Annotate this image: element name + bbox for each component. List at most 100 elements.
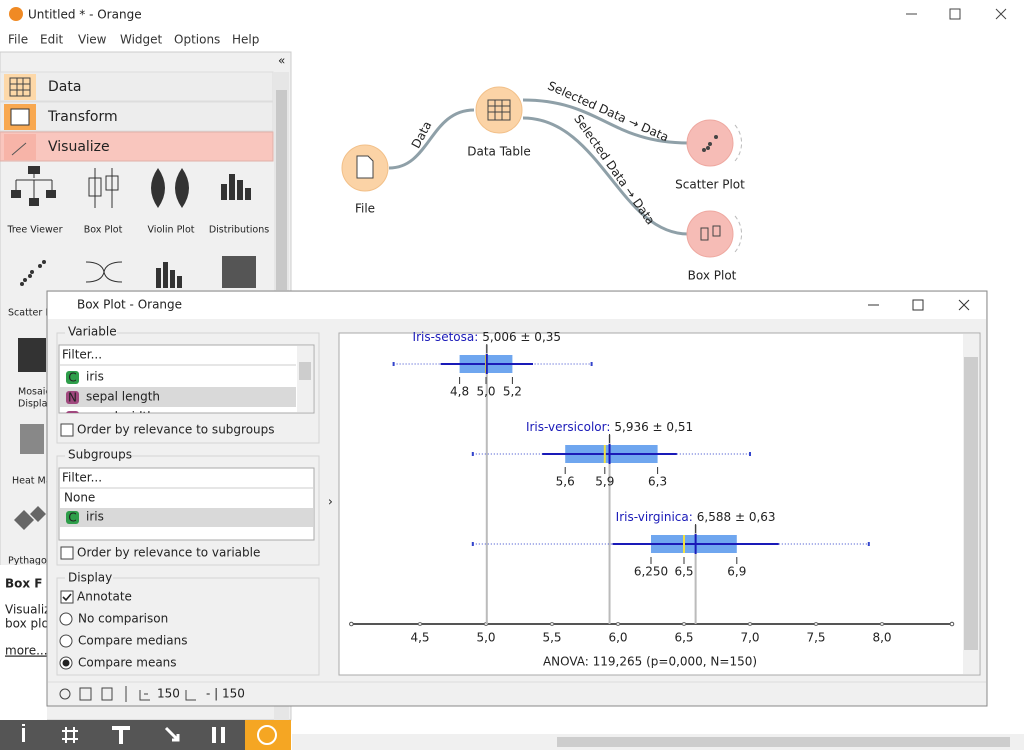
widget-label[interactable]: Mosaic bbox=[18, 387, 51, 398]
plot-area bbox=[338, 332, 981, 676]
box-tick-label: 5,9 bbox=[595, 475, 614, 489]
category-label[interactable]: Visualize bbox=[48, 139, 110, 155]
help-link[interactable]: more... bbox=[5, 644, 48, 658]
widget-label[interactable]: Scatter P bbox=[8, 308, 51, 319]
var-icon-letter: N bbox=[68, 391, 77, 405]
group-stat: 5,006 ± 0,35 bbox=[482, 330, 561, 344]
dialog-title: Box Plot - Orange bbox=[77, 298, 182, 312]
checkbox[interactable] bbox=[60, 423, 74, 437]
collapse-button[interactable]: « bbox=[278, 54, 285, 68]
group-title: Subgroups bbox=[68, 448, 132, 462]
scroll-thumb[interactable] bbox=[276, 90, 287, 290]
help-area bbox=[0, 565, 47, 720]
filter-placeholder[interactable]: Filter... bbox=[62, 471, 102, 485]
var-icon bbox=[66, 411, 79, 413]
row: sepal width bbox=[66, 410, 155, 424]
toolbar-buttons[interactable] bbox=[22, 724, 277, 745]
widget-label[interactable]: Pythagor bbox=[8, 556, 51, 567]
group-box bbox=[56, 332, 320, 444]
category-row[interactable] bbox=[0, 131, 274, 162]
box-tick-label: 6,250 bbox=[634, 565, 668, 579]
node-label: File bbox=[355, 202, 375, 216]
group-box bbox=[56, 455, 320, 566]
scroll-thumb[interactable] bbox=[964, 357, 978, 650]
tick-mark bbox=[880, 622, 884, 626]
box-tick-label: 5,6 bbox=[556, 475, 575, 489]
filter-placeholder[interactable]: Filter... bbox=[62, 348, 102, 362]
checkbox[interactable] bbox=[60, 546, 74, 560]
scroll-thumb[interactable] bbox=[299, 362, 311, 380]
help-button[interactable] bbox=[245, 720, 291, 750]
widget-label[interactable]: Displa bbox=[18, 399, 47, 410]
status-out: - | 150 bbox=[206, 687, 245, 701]
menu-item[interactable]: Widget bbox=[120, 33, 163, 47]
widget-label[interactable]: Distributions bbox=[209, 225, 269, 236]
whisker-end bbox=[392, 362, 395, 366]
tick-mark bbox=[550, 622, 554, 626]
collapse-arrow[interactable]: › bbox=[328, 495, 333, 509]
help-text: box plo bbox=[5, 617, 49, 631]
box-tick-label: 5,0 bbox=[476, 385, 495, 399]
selected-row bbox=[60, 387, 296, 407]
group-stat: 6,588 ± 0,63 bbox=[697, 510, 776, 524]
stats-label: ANOVA: 119,265 (p=0,000, N=150) bbox=[543, 655, 757, 669]
tick-mark bbox=[418, 622, 422, 626]
box-tick-label: 6,9 bbox=[727, 565, 746, 579]
list-item[interactable]: sepal length bbox=[86, 390, 160, 404]
axis-end bbox=[949, 621, 955, 627]
group-title: Display bbox=[68, 571, 112, 585]
checkbox-label: Order by relevance to variable bbox=[77, 546, 260, 560]
x-tick-label: 7,0 bbox=[740, 631, 759, 645]
box-tick-label: 6,3 bbox=[648, 475, 667, 489]
widget-icons bbox=[11, 166, 256, 530]
checkbox[interactable] bbox=[60, 590, 74, 604]
nodes[interactable] bbox=[341, 86, 742, 258]
list[interactable] bbox=[58, 467, 315, 541]
clipped-row: sepal width bbox=[66, 410, 155, 424]
widget-label[interactable]: Violin Plot bbox=[148, 225, 195, 236]
radio[interactable] bbox=[59, 634, 73, 648]
widget-label[interactable]: Box Plot bbox=[84, 225, 123, 236]
tick-mark bbox=[682, 622, 686, 626]
list-item[interactable]: iris bbox=[86, 370, 104, 384]
category-row[interactable] bbox=[0, 71, 274, 102]
var-icon-letter: C bbox=[68, 371, 76, 385]
x-tick-label: 6,5 bbox=[674, 631, 693, 645]
box-tick-label: 4,8 bbox=[450, 385, 469, 399]
radio-label: Compare medians bbox=[78, 634, 187, 648]
menu-item[interactable]: View bbox=[78, 33, 107, 47]
category-label[interactable]: Transform bbox=[47, 109, 118, 125]
group-stat: 5,936 ± 0,51 bbox=[614, 420, 693, 434]
title-bg bbox=[65, 571, 113, 585]
list-item[interactable]: iris bbox=[86, 510, 104, 524]
dialog-controls[interactable] bbox=[868, 299, 970, 311]
window-controls[interactable] bbox=[906, 8, 1007, 20]
category-row[interactable] bbox=[0, 101, 274, 132]
menu-item[interactable]: Help bbox=[232, 33, 259, 47]
list-item: sepal width bbox=[86, 410, 155, 424]
whisker-end bbox=[590, 362, 593, 366]
node-label: Scatter Plot bbox=[675, 178, 745, 192]
category-label[interactable]: Data bbox=[48, 79, 81, 95]
var-icon bbox=[66, 371, 79, 384]
widget-label[interactable]: Tree Viewer bbox=[6, 225, 62, 236]
scroll-thumb[interactable] bbox=[557, 737, 1010, 747]
status-icons[interactable] bbox=[59, 686, 196, 702]
node-label: Data Table bbox=[467, 145, 531, 159]
menu-item[interactable]: Edit bbox=[40, 33, 64, 47]
menu-item[interactable]: Options bbox=[174, 33, 220, 47]
group-annotation: Iris-versicolor: 5,936 ± 0,51 bbox=[526, 420, 693, 434]
box-tick-label: 6,5 bbox=[674, 565, 693, 579]
menu-item[interactable]: File bbox=[8, 33, 28, 47]
radio[interactable] bbox=[59, 612, 73, 626]
box-tick-label: 5,2 bbox=[503, 385, 522, 399]
radio-label: Compare means bbox=[78, 656, 177, 670]
axis-end bbox=[349, 621, 354, 627]
x-tick-label: 7,5 bbox=[806, 631, 825, 645]
node-label: Box Plot bbox=[688, 269, 737, 283]
links bbox=[388, 98, 689, 236]
widget-label[interactable]: Heat Ma bbox=[12, 476, 52, 487]
list-item[interactable]: None bbox=[64, 491, 95, 505]
